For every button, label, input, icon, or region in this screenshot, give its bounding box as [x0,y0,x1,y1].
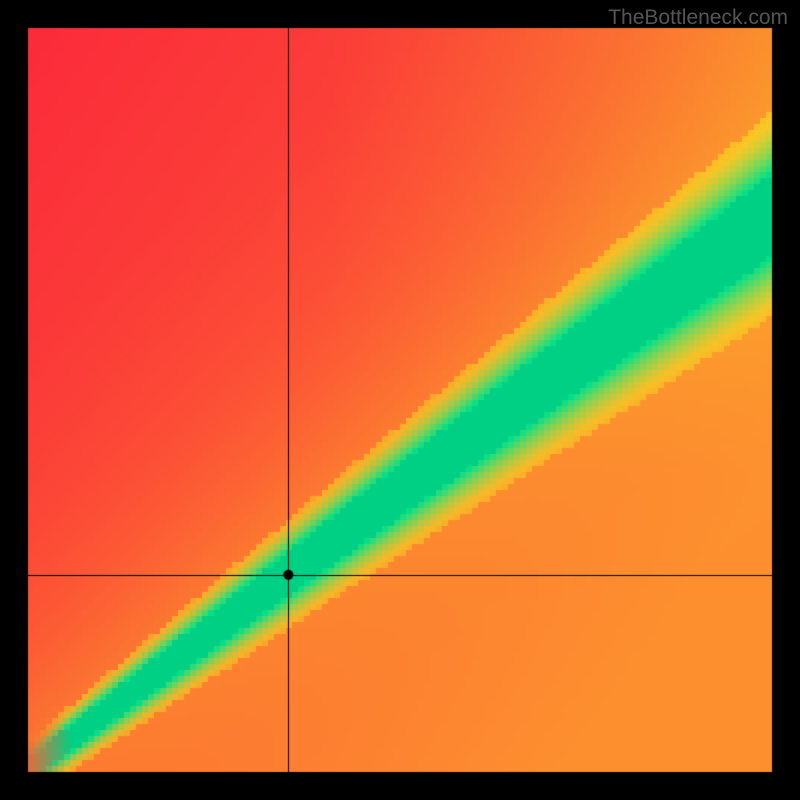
heatmap-canvas [0,0,800,800]
chart-container: TheBottleneck.com [0,0,800,800]
watermark-text: TheBottleneck.com [608,6,788,30]
